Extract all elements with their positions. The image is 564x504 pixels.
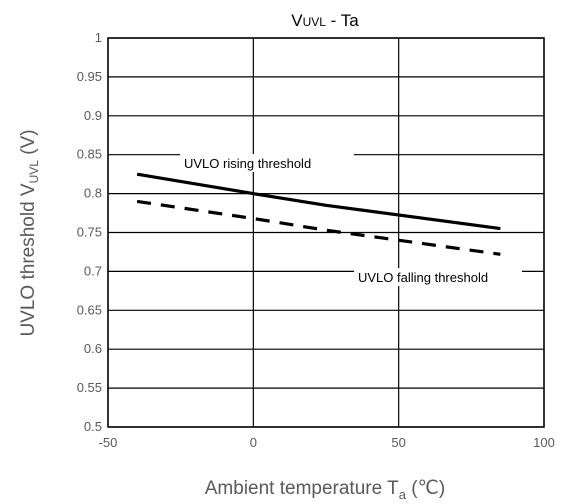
y-tick-label: 1 bbox=[95, 30, 102, 45]
y-tick-label: 0.9 bbox=[84, 108, 102, 123]
y-axis-label-sub: UVL bbox=[27, 160, 41, 184]
y-axis-label-main: UVLO threshold V bbox=[18, 183, 39, 336]
x-tick-label: 50 bbox=[391, 435, 405, 450]
y-tick-label: 0.75 bbox=[77, 225, 102, 240]
x-axis-label-unit: (℃) bbox=[406, 478, 445, 499]
y-tick-label: 0.85 bbox=[77, 147, 102, 162]
falling-threshold-line bbox=[137, 201, 500, 254]
y-tick-label: 0.5 bbox=[84, 419, 102, 434]
y-tick-label: 0.65 bbox=[77, 302, 102, 317]
title-mid: - T bbox=[326, 11, 351, 30]
falling-threshold-label: UVLO falling threshold bbox=[358, 270, 488, 285]
title-main: V bbox=[291, 11, 303, 30]
title-tail: a bbox=[349, 11, 359, 30]
y-tick-label: 0.7 bbox=[84, 263, 102, 278]
rising-threshold-line bbox=[137, 174, 500, 228]
rising-threshold-label: UVLO rising threshold bbox=[184, 156, 311, 171]
tick-labels: 0.5 0.55 0.6 0.65 0.7 0.75 0.8 0.85 0.9 0.95 1 -50 0… bbox=[77, 30, 555, 450]
y-tick-label: 0.95 bbox=[77, 69, 102, 84]
grid bbox=[108, 38, 544, 427]
y-tick-label: 0.8 bbox=[84, 186, 102, 201]
title-sub: UVL bbox=[303, 15, 327, 29]
chart-title: VUVL - Ta bbox=[291, 11, 359, 30]
y-axis-label-unit: (V) bbox=[18, 129, 39, 160]
y-axis-label: UVLO threshold VUVL (V) bbox=[18, 129, 41, 336]
y-tick-label: 0.55 bbox=[77, 380, 102, 395]
x-tick-label: -50 bbox=[99, 435, 118, 450]
x-axis-label-main: Ambient temperature T bbox=[205, 478, 399, 499]
x-tick-label: 0 bbox=[250, 435, 257, 450]
series-layer bbox=[137, 174, 500, 254]
y-tick-label: 0.6 bbox=[84, 341, 102, 356]
x-tick-label: 100 bbox=[533, 435, 555, 450]
x-axis-label: Ambient temperature Ta (℃) bbox=[205, 478, 445, 502]
